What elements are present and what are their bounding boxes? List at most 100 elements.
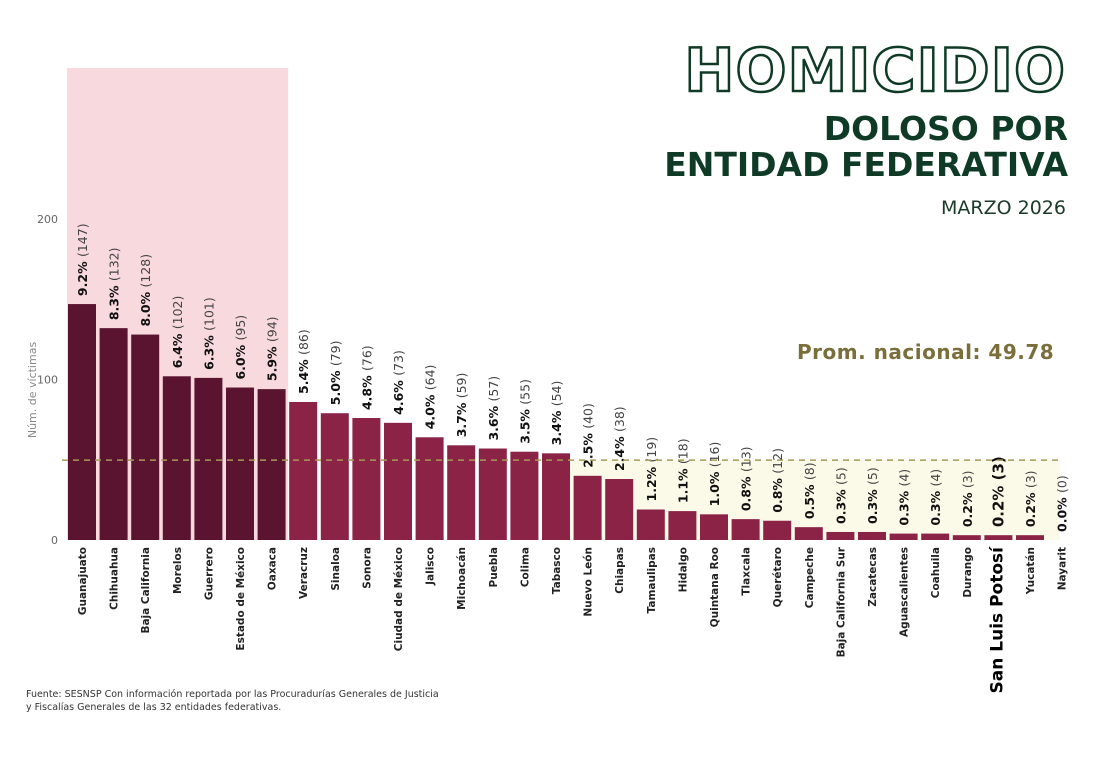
count-label: (16) (707, 442, 722, 468)
x-tick-label: Aguascalientes (899, 547, 911, 637)
bar (257, 389, 286, 540)
count-label: (5) (865, 467, 880, 485)
count-label: (76) (359, 345, 374, 371)
x-tick-label: Ciudad de México (393, 547, 405, 651)
x-tick-label: Tlaxcala (741, 547, 753, 596)
x-tick-label: Tamaulipas (646, 547, 658, 613)
data-label: 0.8% (12) (770, 448, 785, 513)
x-tick-label: Oaxaca (267, 547, 279, 590)
x-tick-label: Nayarit (1057, 547, 1069, 590)
count-label: (54) (549, 381, 564, 407)
count-label: (5) (833, 467, 848, 485)
count-label: (12) (770, 448, 785, 474)
percent-label: 8.3% (107, 281, 122, 320)
bar (510, 451, 539, 540)
data-label: 3.4% (54) (549, 381, 564, 446)
percent-label: 8.0% (138, 288, 153, 327)
count-label: (147) (75, 223, 90, 257)
count-label: (13) (739, 446, 754, 472)
data-label: 2.4% (38) (612, 406, 627, 471)
x-tick-label: Jalisco (425, 547, 437, 586)
data-label: 0.2% (3) (960, 470, 975, 527)
data-label: 0.0% (0) (1055, 475, 1070, 532)
bar (921, 533, 950, 540)
x-tick-label: Morelos (172, 547, 184, 594)
percent-label: 5.0% (328, 366, 343, 405)
x-tick-label: Zacatecas (867, 547, 879, 607)
data-label: 0.3% (4) (928, 469, 943, 526)
x-tick-label: Chihuahua (109, 547, 121, 610)
count-label: (59) (454, 373, 469, 399)
count-label: (3) (989, 456, 1007, 480)
count-label: (64) (423, 365, 438, 391)
bar (415, 437, 444, 540)
bar (984, 535, 1013, 540)
percent-label: 6.3% (201, 331, 216, 370)
x-tick-label: Durango (962, 547, 974, 598)
source-line1: Fuente: SESNSP Con información reportada… (26, 689, 439, 700)
source-line2: y Fiscalías Generales de las 32 entidade… (26, 702, 282, 713)
count-label: (95) (233, 315, 248, 341)
data-label: 0.8% (13) (739, 446, 754, 511)
count-label: (3) (960, 470, 975, 488)
percent-label: 4.8% (359, 371, 374, 410)
count-label: (102) (170, 296, 185, 330)
data-label: 4.8% (76) (359, 345, 374, 410)
bar (668, 511, 697, 540)
bar (1016, 535, 1044, 540)
percent-label: 9.2% (75, 257, 90, 296)
data-label: 1.0% (16) (707, 442, 722, 507)
x-tick-label: Campeche (804, 547, 816, 608)
data-label: 0.5% (8) (802, 462, 817, 519)
count-label: (18) (675, 438, 690, 464)
count-label: (3) (1023, 470, 1038, 488)
bar (636, 509, 665, 540)
x-tick-label: Baja California (140, 547, 152, 634)
data-label: 6.3% (101) (201, 297, 216, 370)
x-tick-label: Estado de México (235, 547, 247, 651)
data-label: 5.0% (79) (328, 341, 343, 406)
data-label: 5.4% (86) (296, 329, 311, 394)
x-tick-label: Michoacán (456, 547, 468, 610)
count-label: (19) (644, 437, 659, 463)
bar (289, 401, 318, 540)
data-label: 0.3% (4) (897, 469, 912, 526)
data-label: 4.6% (73) (391, 350, 406, 415)
x-tick-label: Hidalgo (677, 547, 689, 592)
x-tick-label: Tabasco (551, 547, 563, 594)
bar (68, 304, 96, 540)
bar (194, 377, 223, 540)
title-line1: HOMICIDIO (683, 35, 1066, 108)
percent-label: 5.9% (265, 342, 280, 381)
percent-label: 0.0% (1055, 493, 1070, 532)
percent-label: 3.5% (517, 405, 532, 444)
percent-label: 0.2% (960, 488, 975, 527)
percent-label: 0.8% (770, 474, 785, 513)
data-label: 8.0% (128) (138, 254, 153, 327)
data-label: 4.0% (64) (423, 365, 438, 430)
bar (952, 535, 981, 540)
percent-label: 5.4% (296, 355, 311, 394)
bar (384, 422, 412, 540)
x-tick-label: Quintana Roo (709, 547, 721, 627)
count-label: (128) (138, 254, 153, 288)
data-label: 6.4% (102) (170, 296, 185, 369)
data-label: 3.6% (57) (486, 376, 501, 441)
x-tick-label: Guerrero (203, 547, 215, 600)
data-label: 6.0% (95) (233, 315, 248, 380)
count-label: (132) (107, 247, 122, 281)
percent-label: 3.4% (549, 406, 564, 445)
percent-label: 1.0% (707, 467, 722, 506)
x-tick-label: Guanajuato (77, 547, 89, 615)
count-label: (55) (517, 379, 532, 405)
y-tick-label: 200 (37, 213, 58, 226)
percent-label: 0.5% (802, 480, 817, 519)
count-label: (8) (802, 462, 817, 480)
percent-label: 1.1% (675, 464, 690, 503)
count-label: (40) (581, 403, 596, 429)
bar (447, 445, 476, 540)
data-label: 3.7% (59) (454, 373, 469, 438)
data-label: 1.2% (19) (644, 437, 659, 502)
percent-label: 4.0% (423, 390, 438, 429)
